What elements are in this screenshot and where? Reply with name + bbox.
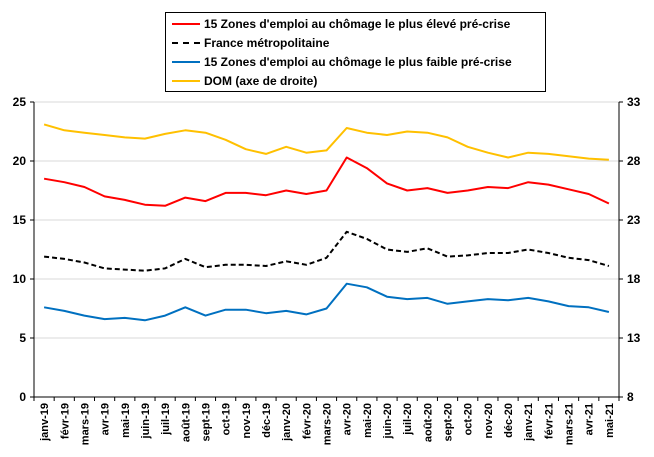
right-axis-ticks: 8 13 18 23 28 33 xyxy=(619,95,641,404)
axes xyxy=(33,102,620,398)
legend-label-dom: DOM (axe de droite) xyxy=(204,74,318,88)
left-tick-label-4: 20 xyxy=(13,154,27,168)
x-tick-label-26: mars-21 xyxy=(564,403,576,445)
series-line-0 xyxy=(43,156,610,207)
series-line-3 xyxy=(43,123,609,161)
left-tick-label-0: 0 xyxy=(19,390,26,404)
left-axis-ticks: 0 5 10 15 20 25 xyxy=(13,95,34,404)
x-tick-label-4: mai-19 xyxy=(120,403,132,438)
x-tick-label-14: mars-20 xyxy=(322,403,334,445)
x-tick-label-16: mai-20 xyxy=(362,403,374,438)
right-tick-label-5: 33 xyxy=(627,95,641,109)
legend-item-france: France métropolitaine xyxy=(172,35,329,51)
x-tick-label-7: août-19 xyxy=(180,403,192,442)
legend-swatch-high-zones xyxy=(172,23,200,25)
legend-swatch-dom xyxy=(172,80,200,82)
legend-label-low-zones: 15 Zones d'emploi au chômage le plus fai… xyxy=(204,55,512,69)
legend-swatch-low-zones xyxy=(172,61,200,63)
left-tick-label-5: 25 xyxy=(13,95,27,109)
x-tick-label-22: nov-20 xyxy=(483,403,495,438)
x-tick-label-19: août-20 xyxy=(422,403,434,442)
left-tick-label-2: 10 xyxy=(13,272,27,286)
x-tick-label-11: déc-19 xyxy=(261,403,273,438)
x-tick-label-28: mai-21 xyxy=(604,403,616,438)
left-tick-label-3: 15 xyxy=(13,213,27,227)
x-tick-label-10: nov-19 xyxy=(241,403,253,438)
legend-item-dom: DOM (axe de droite) xyxy=(172,73,317,89)
x-tick-label-9: oct-19 xyxy=(221,403,233,435)
x-tick-label-0: janv-19 xyxy=(39,403,51,442)
x-tick-label-1: févr-19 xyxy=(59,403,71,439)
series-lines xyxy=(43,123,610,322)
x-tick-label-13: févr-20 xyxy=(301,403,313,439)
gridlines xyxy=(34,101,619,339)
x-tick-label-23: déc-20 xyxy=(503,403,515,438)
x-tick-label-5: juin-19 xyxy=(140,403,152,439)
legend-label-high-zones: 15 Zones d'emploi au chômage le plus éle… xyxy=(204,17,511,31)
left-tick-label-1: 5 xyxy=(19,331,26,345)
x-tick-label-20: sept-20 xyxy=(443,403,455,442)
x-tick-label-18: juil-20 xyxy=(402,403,414,436)
series-line-1 xyxy=(43,230,610,272)
series-line-2 xyxy=(43,282,610,322)
chart-legend: 15 Zones d'emploi au chômage le plus éle… xyxy=(165,12,546,92)
right-tick-label-0: 8 xyxy=(627,390,634,404)
right-tick-label-2: 18 xyxy=(627,272,641,286)
x-tick-label-24: janv-21 xyxy=(523,403,535,442)
x-tick-label-2: mars-19 xyxy=(79,403,91,445)
x-tick-label-27: avr-21 xyxy=(584,403,596,435)
right-tick-label-3: 23 xyxy=(627,213,641,227)
legend-swatch-france xyxy=(172,42,200,44)
legend-item-low-zones: 15 Zones d'emploi au chômage le plus fai… xyxy=(172,54,512,70)
x-axis-ticks: janv-19 févr-19 mars-19 avr-19 mai-19 juin-19… xyxy=(33,397,620,445)
right-tick-label-4: 28 xyxy=(627,154,641,168)
x-tick-label-21: oct-20 xyxy=(463,403,475,435)
x-tick-label-6: juil-19 xyxy=(160,403,172,436)
x-tick-label-3: avr-19 xyxy=(100,403,112,435)
x-tick-label-8: sept-19 xyxy=(200,403,212,442)
legend-item-high-zones: 15 Zones d'emploi au chômage le plus éle… xyxy=(172,16,510,32)
right-tick-label-1: 13 xyxy=(627,331,641,345)
x-tick-label-17: juin-20 xyxy=(382,403,394,439)
x-tick-label-15: avr-20 xyxy=(342,403,354,435)
x-tick-label-25: févr-21 xyxy=(543,403,555,439)
legend-label-france: France métropolitaine xyxy=(204,36,330,50)
x-tick-label-12: janv-20 xyxy=(281,403,293,442)
